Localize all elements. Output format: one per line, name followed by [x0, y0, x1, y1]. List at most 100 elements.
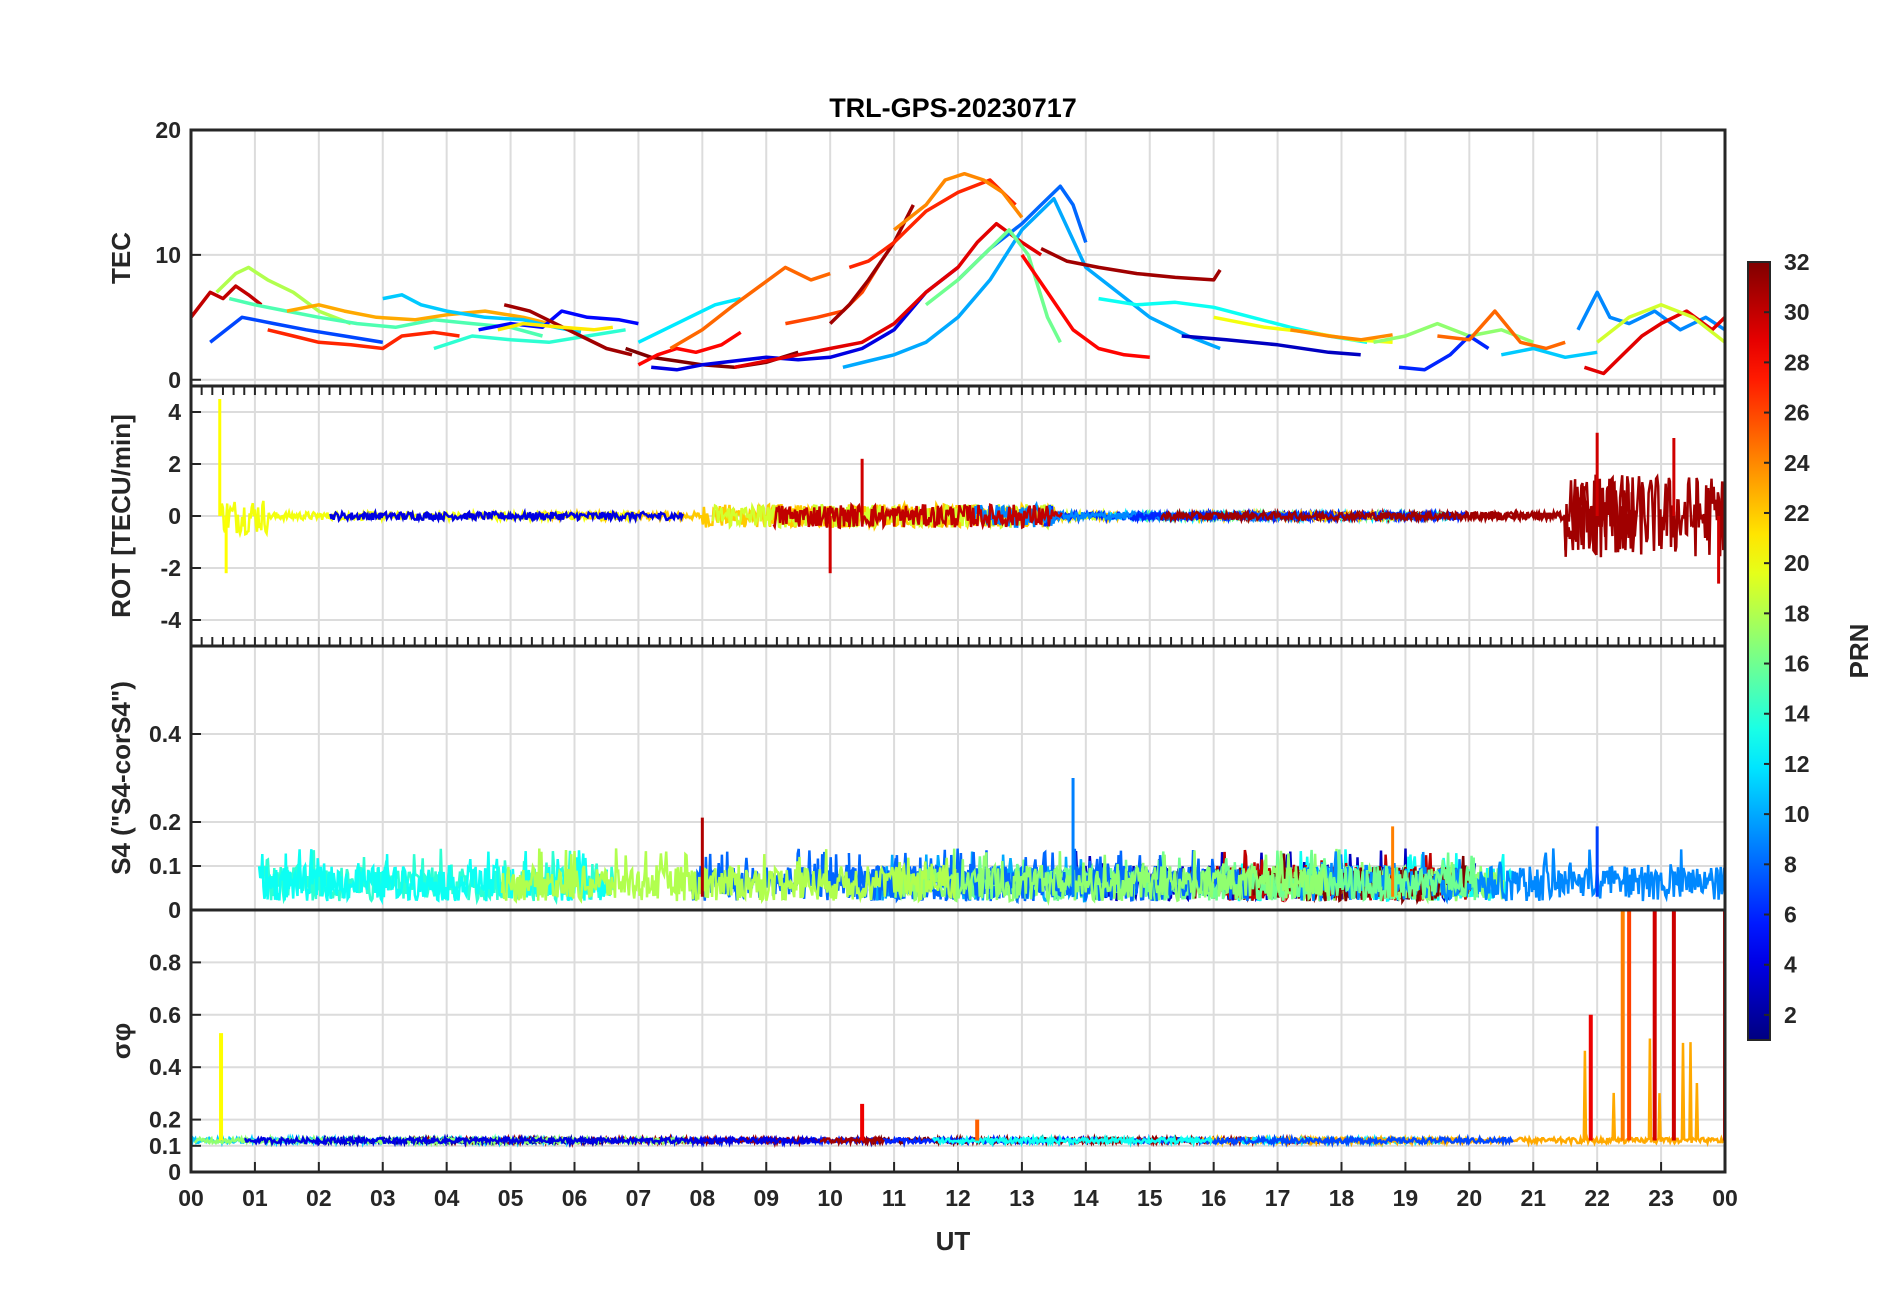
y-tick-label: 0.4	[149, 721, 181, 747]
colorbar-tick-label: 22	[1784, 500, 1810, 526]
tec-series-prn-31	[1040, 247, 1222, 282]
x-tick-label: 08	[690, 1185, 716, 1211]
y-tick-label: -2	[161, 555, 181, 581]
x-tick-label: 03	[370, 1185, 396, 1211]
x-tick-label: 19	[1393, 1185, 1419, 1211]
x-tick-label: 20	[1457, 1185, 1483, 1211]
tec-series-prn-11	[1500, 346, 1598, 360]
x-tick-label: 06	[562, 1185, 588, 1211]
y-tick-label: 2	[168, 451, 181, 477]
tec-series-prn-31	[503, 303, 633, 357]
x-tick-labels: 00 01 02 03 04 05 06 07 08 09 10 11 12 13 14 15 16 17 18 19…	[178, 1162, 1738, 1211]
colorbar-tick-label: 16	[1784, 651, 1810, 677]
y-tick-label: -4	[161, 607, 182, 633]
y-axis-label: σφ	[106, 1023, 136, 1059]
x-tick-label: 09	[753, 1185, 779, 1211]
panel-2: -4 -2 0 2 4 ROT [TECU/min]	[106, 384, 1727, 648]
colorbar-tick-label: 2	[1784, 1002, 1797, 1028]
tec-series-prn-18	[215, 265, 352, 326]
y-tick-label: 20	[155, 117, 181, 143]
tec-series-prn-14	[433, 328, 626, 351]
x-tick-label: 10	[817, 1185, 843, 1211]
x-tick-label: 11	[882, 1185, 907, 1211]
x-tick-label: 02	[306, 1185, 332, 1211]
tec-series-prn-12	[637, 296, 742, 344]
tec-series-prn-27	[848, 178, 1017, 270]
tec-series-prn-9	[1576, 290, 1725, 332]
trace-prn-17	[894, 848, 1330, 907]
x-tick-label: 00	[178, 1185, 204, 1211]
tec-series-prn-7	[209, 315, 384, 345]
colorbar-tick-label: 28	[1784, 349, 1810, 375]
panel-4-traces	[191, 910, 1725, 1149]
panel-3: 0 0.1 0.2 0.4 S4 ("S4-corS4")	[106, 644, 1727, 923]
y-tick-label: 0	[168, 897, 181, 923]
trace-prn-4	[244, 1133, 821, 1149]
chart-title: TRL-GPS-20230717	[829, 93, 1077, 123]
colorbar-tick-label: 18	[1784, 600, 1810, 626]
tec-series-prn-3	[1181, 334, 1361, 357]
colorbar-tick-label: 30	[1784, 299, 1810, 325]
trace-prn-4	[329, 507, 685, 525]
trace-prn-31	[1160, 474, 1637, 558]
panel-2-traces	[218, 399, 1725, 584]
y-tick-label: 4	[168, 399, 181, 425]
y-tick-label: 0.2	[149, 1107, 181, 1133]
tec-series-prn-23	[286, 303, 550, 326]
y-axis-label: ROT [TECU/min]	[106, 414, 136, 618]
colorbar-label: PRN	[1844, 624, 1874, 679]
tec-series-prn-24	[1290, 328, 1393, 342]
colorbar-tick-label: 32	[1784, 249, 1810, 275]
y-tick-label: 0.4	[149, 1054, 181, 1080]
y-tick-label: 0.6	[149, 1002, 181, 1028]
colorbar-tick-label: 12	[1784, 751, 1810, 777]
tec-series-prn-10	[842, 196, 1221, 369]
tec-series-prn-5	[478, 309, 639, 332]
tec-series-prn-28	[1020, 253, 1150, 360]
panel-4: 00.10.2 0.4 0.6 0.8 σφ	[106, 908, 1727, 1185]
x-tick-label: 13	[1009, 1185, 1035, 1211]
panel-3-traces	[257, 778, 1725, 907]
x-tick-label: 18	[1329, 1185, 1355, 1211]
tec-series-prn-29	[733, 221, 1043, 370]
tec-series-prn-15	[228, 296, 543, 338]
colorbar-tick-label: 20	[1784, 550, 1810, 576]
x-tick-label: 14	[1073, 1185, 1099, 1211]
y-axis-label: TEC	[106, 232, 136, 284]
trace-prn-13	[931, 1133, 1213, 1148]
y-axis-label: S4 ("S4-corS4")	[106, 681, 136, 875]
y-tick-label: 0.1	[149, 853, 181, 879]
tec-series-prn-25	[1437, 309, 1566, 351]
tec-series-prn-4	[651, 266, 960, 372]
colorbar-tick-label: 8	[1784, 851, 1797, 877]
colorbar-tick-label: 24	[1784, 450, 1810, 476]
y-tick-label: 0.2	[149, 809, 181, 835]
y-tick-label: 0	[168, 1159, 181, 1185]
colorbar-gradient	[1747, 261, 1771, 1041]
tec-series-prn-29	[1583, 309, 1725, 376]
x-tick-label: 16	[1201, 1185, 1227, 1211]
y-tick-label: 10	[155, 242, 181, 268]
y-tick-label: 0	[168, 503, 181, 529]
colorbar-tick-label: 4	[1784, 952, 1797, 978]
colorbar-tick-label: 6	[1784, 902, 1797, 928]
x-tick-label: 00	[1712, 1185, 1738, 1211]
y-tick-label: 0.8	[149, 949, 181, 975]
tec-series-prn-24	[893, 171, 1024, 232]
tec-series-prn-31	[828, 204, 915, 325]
panel-1: 0 10 20 TEC	[106, 117, 1727, 393]
x-tick-label: 17	[1265, 1185, 1291, 1211]
tec-series-prn-6	[1398, 334, 1490, 372]
colorbar-tick-label: 10	[1784, 801, 1810, 827]
tec-series-prn-27	[267, 328, 460, 351]
colorbar-tick-label: 26	[1784, 400, 1810, 426]
colorbar-tick-label: 14	[1784, 701, 1810, 727]
tec-series-prn-28	[637, 330, 742, 367]
tec-series-prn-25	[669, 265, 831, 351]
tec-series-prn-16	[924, 228, 1062, 344]
trace-prn-30	[772, 501, 1063, 531]
x-tick-label: 22	[1584, 1185, 1610, 1211]
y-tick-label: 0	[168, 367, 181, 393]
